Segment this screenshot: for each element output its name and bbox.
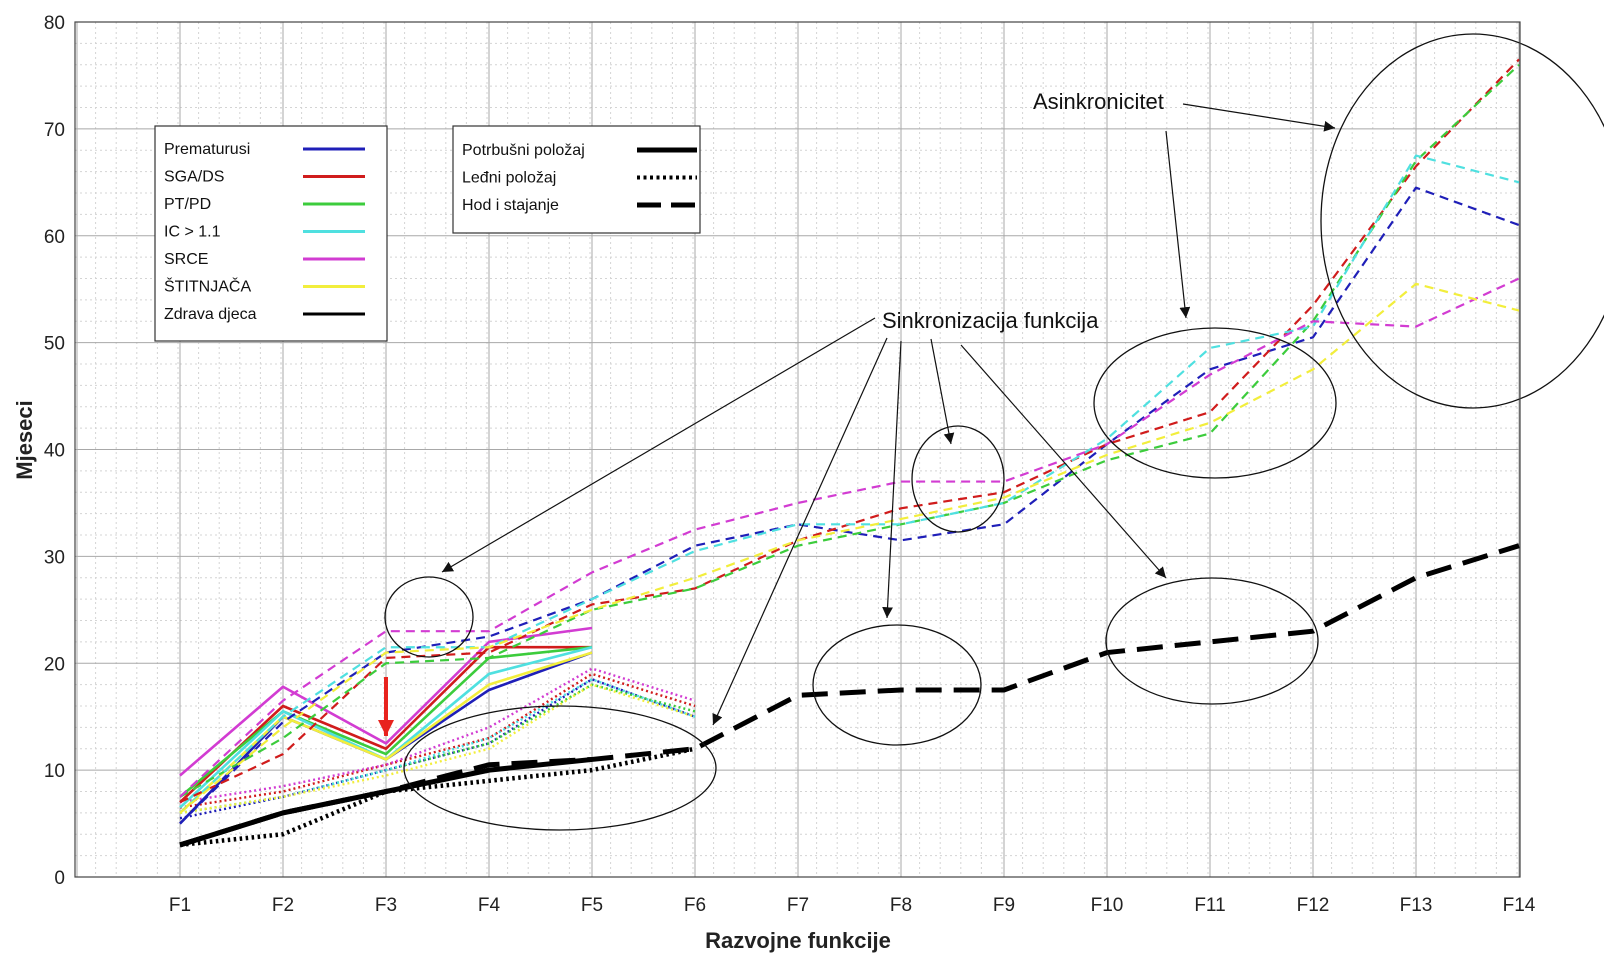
- annotation-arrow: [960, 344, 1167, 579]
- series-line-zdrava-djeca-dotted: [179, 746, 696, 848]
- series-line-srce-dashed: [179, 277, 1520, 798]
- annotation-ellipse: [911, 425, 1005, 533]
- series-line-pt-pd-dashed: [179, 63, 1520, 798]
- x-tick-label: F9: [993, 895, 1015, 916]
- y-tick-label: 50: [44, 334, 65, 355]
- annotation-sinkronizacija: Sinkronizacija funkcija: [882, 308, 1099, 333]
- axes-layer: 0 10 20 30 40 50 60 70 80 F1 F2 F3 F4 F5 F6 F7 F8 F9 F10 F1…: [44, 13, 1536, 916]
- x-tick-label: F14: [1503, 895, 1536, 916]
- legend-groups-box: [154, 125, 388, 342]
- y-axis-label: Mjeseci: [12, 400, 37, 480]
- series-line-zdrava-djeca-dashed: [179, 543, 1520, 848]
- x-tick-label: F12: [1297, 895, 1330, 916]
- annotation-arrow: [930, 338, 955, 445]
- x-axis-label: Razvojne funkcije: [705, 928, 891, 953]
- annotation-ellipse: [1320, 33, 1604, 409]
- series-line-pt-pd-solid: [179, 645, 593, 798]
- y-tick-label: 40: [44, 441, 65, 462]
- annotation-ellipse: [403, 705, 717, 831]
- legend-layer: Prematurusi SGA/DS PT/PD IC > 1.1 SRCE ŠTITNJ…: [154, 125, 701, 342]
- series-line-ic-1-1-dashed: [179, 154, 1520, 814]
- y-tick-label: 60: [44, 227, 65, 248]
- x-tick-label: F3: [375, 895, 397, 916]
- annotation-ellipse: [384, 576, 474, 658]
- x-tick-label: F2: [272, 895, 294, 916]
- legend-label-potrbu-ni-polo-aj: Potrbušni položaj: [462, 142, 585, 159]
- y-tick-label: 0: [54, 868, 65, 889]
- y-tick-label: 70: [44, 120, 65, 141]
- legend-label-srce: SRCE: [164, 251, 208, 268]
- annotation-arrow: [1165, 130, 1191, 319]
- y-tick-label: 80: [44, 13, 65, 34]
- annotation-arrow: [441, 317, 876, 573]
- annotation-arrow: [882, 340, 902, 619]
- series-line-titnja-a-dotted: [179, 683, 696, 815]
- series-layer: [179, 58, 1520, 848]
- legend-label-titnja-a: ŠTITNJAČA: [164, 277, 251, 296]
- annotation-ellipse: [1093, 327, 1337, 479]
- legend-label-pt-pd: PT/PD: [164, 196, 211, 213]
- legend-label-le-ni-polo-aj: Leđni položaj: [462, 170, 556, 187]
- x-tick-label: F10: [1091, 895, 1124, 916]
- series-line-titnja-a-dashed: [179, 282, 1520, 814]
- y-tick-label: 20: [44, 654, 65, 675]
- x-tick-label: F8: [890, 895, 912, 916]
- legend-label-prematurusi: Prematurusi: [164, 141, 250, 158]
- legend-label-ic-1-1: IC > 1.1: [164, 224, 221, 241]
- annotation-ellipse: [812, 624, 982, 746]
- x-tick-label: F1: [169, 895, 191, 916]
- x-tick-label: F5: [581, 895, 603, 916]
- annotation-asinkronicitet: Asinkronicitet: [1033, 89, 1164, 114]
- annotation-arrow: [712, 337, 888, 726]
- x-tick-label: F6: [684, 895, 706, 916]
- legend-label-hod-i-stajanje: Hod i stajanje: [462, 197, 559, 214]
- series-line-sga-ds-solid: [179, 645, 592, 804]
- legend-label-zdrava-djeca: Zdrava djeca: [164, 306, 257, 323]
- x-tick-label: F4: [478, 895, 501, 916]
- x-tick-label: F11: [1194, 895, 1225, 916]
- series-line-sga-ds-dotted: [179, 672, 696, 809]
- y-tick-label: 10: [44, 761, 65, 782]
- annotation-arrow: [1182, 103, 1336, 132]
- annotation-layer: [378, 33, 1604, 831]
- legend-label-sga-ds: SGA/DS: [164, 169, 224, 186]
- x-tick-label: F7: [787, 895, 809, 916]
- annotation-ellipse: [1105, 577, 1319, 705]
- y-tick-label: 30: [44, 547, 65, 568]
- plot-frame: [74, 21, 1521, 878]
- x-tick-label: F13: [1400, 895, 1433, 916]
- series-line-srce-dotted: [179, 667, 696, 804]
